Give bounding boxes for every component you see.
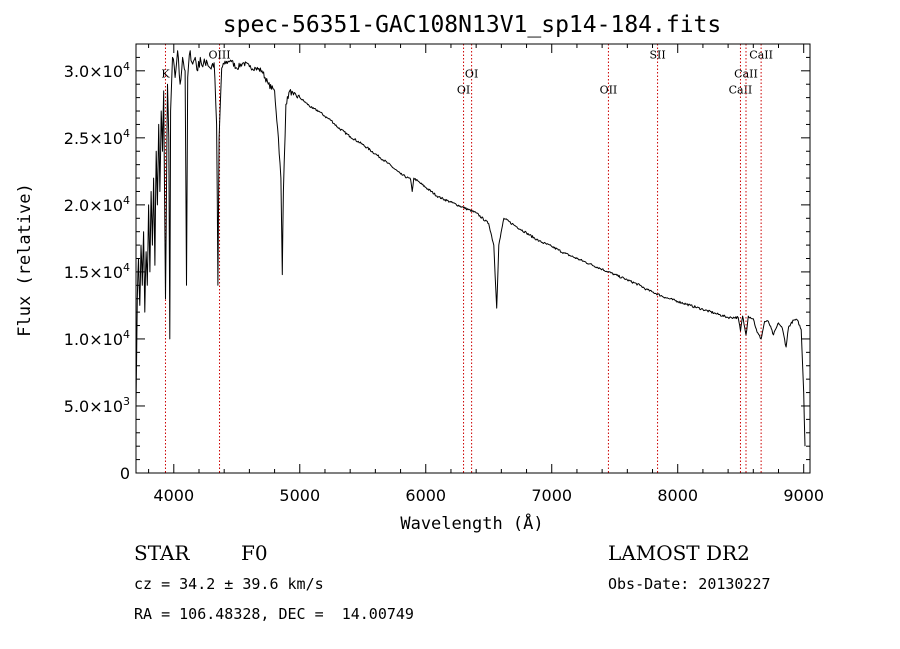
- spectrum-series: [135, 50, 806, 447]
- spectral-line-label: K: [161, 68, 170, 81]
- y-tick-label: 2.5×104: [64, 127, 130, 148]
- coordinates-text: RA = 106.48328, DEC = 14.00749: [134, 605, 414, 623]
- spectral-line-label: CaII: [734, 68, 758, 81]
- spectral-line-label: OI: [465, 68, 478, 81]
- x-tick-label: 4000: [153, 486, 194, 505]
- spectral-line-label: CaII: [749, 49, 773, 62]
- y-tick-label: 1.0×104: [64, 328, 130, 349]
- spectral-line-label: OII: [600, 84, 618, 97]
- velocity-text: cz = 34.2 ± 39.6 km/s: [134, 575, 324, 593]
- y-tick-label: 0: [120, 464, 130, 483]
- x-tick-label: 5000: [279, 486, 320, 505]
- spectral-line-label: CaII: [729, 84, 753, 97]
- x-tick-label: 7000: [531, 486, 572, 505]
- spectral-subclass: F0: [241, 541, 268, 565]
- spectrum-line: [135, 50, 806, 447]
- y-axis-ticks: 0 5.0×103 1.0×104 1.5×104 2.0×104 2.5×104 3.0×…: [64, 43, 810, 483]
- x-axis-ticks: 4000 5000 6000 7000 8000 9000: [148, 44, 824, 505]
- y-tick-label: 2.0×104: [64, 194, 130, 215]
- object-class: STAR: [134, 541, 190, 565]
- survey-name: LAMOST DR2: [608, 541, 750, 565]
- x-tick-label: 9000: [783, 486, 824, 505]
- x-tick-label: 8000: [657, 486, 698, 505]
- y-axis-title: Flux (relative): [15, 183, 35, 337]
- plot-frame: [135, 43, 811, 474]
- spectral-line-label: OIII: [208, 49, 230, 62]
- spectral-line-label: OI: [457, 84, 470, 97]
- spectral-line-label: SII: [649, 49, 665, 62]
- y-tick-label: 3.0×104: [64, 60, 130, 81]
- y-tick-label: 5.0×103: [64, 395, 130, 416]
- y-tick-label: 1.5×104: [64, 261, 130, 282]
- chart-title: spec-56351-GAC108N13V1_sp14-184.fits: [223, 12, 722, 38]
- spectral-line-markers: K OIII OI OI OII SII CaII CaII CaII: [161, 44, 773, 473]
- x-tick-label: 6000: [405, 486, 446, 505]
- obs-date-text: Obs-Date: 20130227: [608, 575, 771, 593]
- x-axis-title: Wavelength (Å): [400, 512, 543, 534]
